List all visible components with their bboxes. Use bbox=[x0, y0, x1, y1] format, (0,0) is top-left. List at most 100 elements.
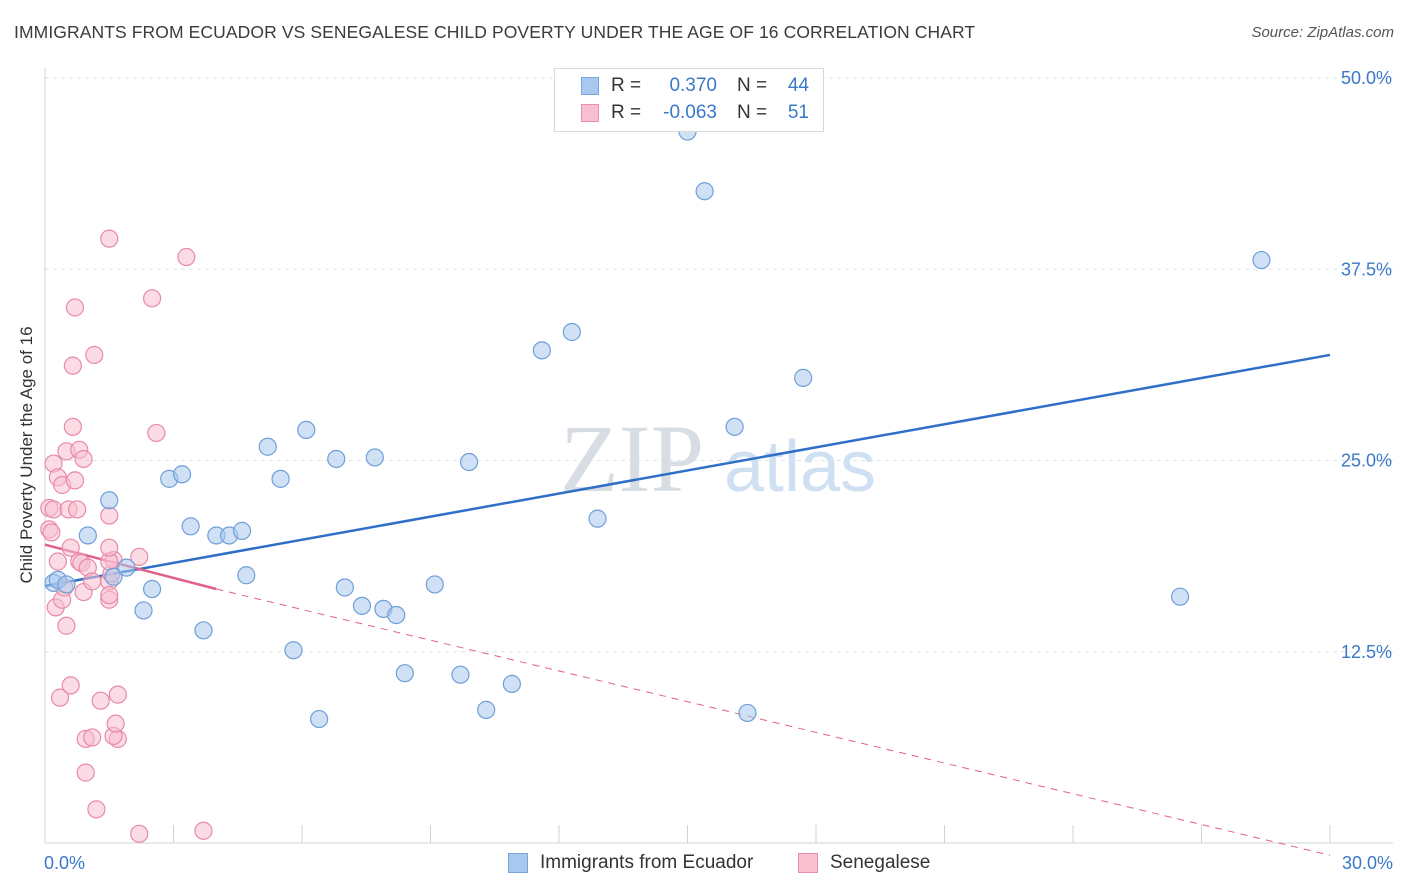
point-ecuador bbox=[194, 621, 213, 640]
series-name-senegalese: Senegalese bbox=[830, 852, 931, 873]
point-ecuador bbox=[142, 579, 162, 599]
point-ecuador bbox=[258, 437, 277, 456]
y-tick-label: 50.0% bbox=[1341, 68, 1392, 88]
trendline-ecuador bbox=[44, 353, 1331, 588]
series-legend: Immigrants from Ecuador Senegalese bbox=[0, 852, 1406, 878]
point-senegalese bbox=[83, 572, 102, 591]
point-senegalese bbox=[91, 691, 110, 710]
point-senegalese bbox=[85, 345, 104, 365]
point-ecuador bbox=[695, 182, 714, 201]
point-senegalese bbox=[61, 538, 80, 557]
point-ecuador bbox=[271, 469, 290, 488]
point-ecuador bbox=[181, 517, 200, 536]
point-ecuador bbox=[1170, 587, 1190, 606]
point-senegalese bbox=[50, 688, 70, 707]
r-label: R = bbox=[611, 102, 642, 123]
watermark-atlas: atlas bbox=[724, 427, 876, 507]
trendline-senegalese-extrapolated bbox=[216, 588, 1331, 856]
point-ecuador bbox=[738, 703, 757, 723]
series-swatch-ecuador bbox=[508, 853, 528, 873]
point-senegalese bbox=[177, 247, 196, 267]
chart-title: IMMIGRANTS FROM ECUADOR VS SENEGALESE CH… bbox=[14, 22, 976, 42]
point-ecuador bbox=[172, 465, 192, 484]
point-senegalese bbox=[147, 423, 166, 443]
legend-row-ecuador: R = 0.370 N = 44 bbox=[581, 74, 809, 98]
r-label: R = bbox=[611, 75, 642, 96]
series-legend-senegalese: Senegalese bbox=[798, 852, 930, 874]
point-ecuador bbox=[459, 452, 479, 472]
point-ecuador bbox=[310, 709, 329, 729]
point-ecuador bbox=[232, 521, 252, 540]
legend-swatch-senegalese bbox=[581, 104, 599, 122]
point-senegalese bbox=[108, 685, 127, 704]
point-ecuador bbox=[365, 448, 384, 467]
legend-swatch-ecuador bbox=[581, 77, 599, 95]
axes bbox=[44, 68, 1393, 844]
point-ecuador bbox=[725, 417, 744, 436]
point-ecuador bbox=[562, 322, 581, 342]
point-senegalese bbox=[100, 538, 119, 557]
point-ecuador bbox=[78, 526, 97, 545]
data-points bbox=[40, 122, 1271, 843]
point-ecuador bbox=[104, 567, 123, 586]
point-senegalese bbox=[83, 728, 102, 747]
point-senegalese bbox=[130, 547, 149, 566]
point-senegalese bbox=[68, 500, 87, 519]
point-senegalese bbox=[65, 471, 85, 490]
point-senegalese bbox=[63, 417, 82, 436]
point-ecuador bbox=[532, 341, 551, 360]
point-ecuador bbox=[57, 575, 76, 594]
point-ecuador bbox=[1252, 250, 1271, 270]
point-senegalese bbox=[106, 714, 125, 733]
point-ecuador bbox=[134, 601, 153, 620]
n-label: N = bbox=[737, 75, 768, 96]
y-tick-label: 12.5% bbox=[1341, 642, 1392, 662]
n-label: N = bbox=[737, 102, 768, 123]
x-tick-label: 0.0% bbox=[44, 853, 85, 873]
n-value: 51 bbox=[787, 102, 809, 123]
point-ecuador bbox=[502, 674, 521, 693]
point-senegalese bbox=[100, 506, 119, 525]
point-ecuador bbox=[477, 700, 496, 719]
series-name-ecuador: Immigrants from Ecuador bbox=[540, 852, 754, 873]
gridlines bbox=[45, 77, 1393, 653]
legend-row-senegalese: R = -0.063 N = 51 bbox=[581, 101, 809, 125]
point-senegalese bbox=[61, 676, 80, 695]
point-ecuador bbox=[425, 575, 444, 594]
point-ecuador bbox=[297, 420, 316, 439]
r-value: -0.063 bbox=[663, 102, 717, 123]
source-label: Source: ZipAtlas.com bbox=[1251, 24, 1394, 41]
point-senegalese bbox=[130, 824, 149, 843]
point-senegalese bbox=[100, 586, 119, 605]
point-ecuador bbox=[794, 368, 813, 387]
point-ecuador bbox=[237, 566, 256, 585]
y-tick-label: 25.0% bbox=[1341, 451, 1392, 471]
point-ecuador bbox=[387, 605, 406, 625]
point-senegalese bbox=[74, 449, 93, 469]
point-ecuador bbox=[335, 578, 354, 597]
point-senegalese bbox=[48, 552, 67, 571]
point-ecuador bbox=[451, 665, 470, 684]
correlation-legend: R = 0.370 N = 44 R = -0.063 N = 51 bbox=[554, 68, 824, 132]
watermark-zip: ZIP bbox=[560, 405, 704, 512]
point-senegalese bbox=[42, 523, 61, 542]
point-ecuador bbox=[395, 664, 414, 683]
tick-labels: 12.5% 25.0% 37.5% 50.0% 0.0% 30.0% bbox=[44, 68, 1393, 873]
n-value: 44 bbox=[787, 75, 809, 96]
point-ecuador bbox=[327, 449, 346, 469]
point-ecuador bbox=[100, 491, 119, 510]
series-legend-ecuador: Immigrants from Ecuador bbox=[508, 852, 753, 874]
x-tick-label: 30.0% bbox=[1342, 853, 1393, 873]
point-senegalese bbox=[142, 289, 162, 308]
r-value: 0.370 bbox=[669, 75, 717, 96]
point-senegalese bbox=[100, 229, 119, 248]
point-ecuador bbox=[352, 596, 372, 615]
point-senegalese bbox=[63, 356, 82, 375]
point-senegalese bbox=[57, 616, 76, 635]
y-tick-label: 37.5% bbox=[1341, 259, 1392, 279]
point-senegalese bbox=[76, 763, 95, 782]
series-swatch-senegalese bbox=[798, 853, 818, 873]
point-ecuador bbox=[284, 641, 303, 660]
point-senegalese bbox=[194, 821, 213, 840]
